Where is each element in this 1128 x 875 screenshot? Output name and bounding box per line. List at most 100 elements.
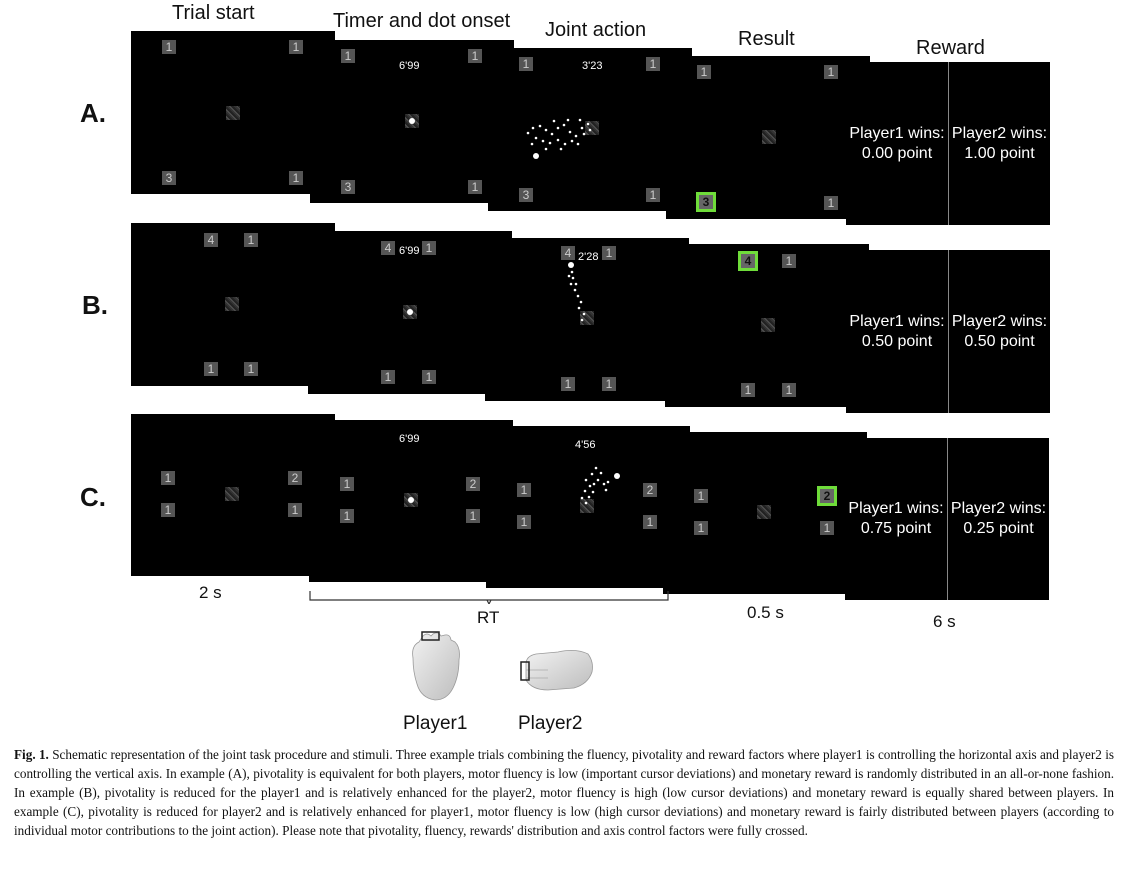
target-bottom-right: 1 xyxy=(289,171,303,185)
cursor-dot xyxy=(407,309,413,315)
screen-c-timer-onset: 1 2 1 1 6'99 xyxy=(309,420,513,582)
reward-player1-points: 0.00 point xyxy=(861,144,933,162)
reward-player1: Player1 wins: 0.50 point xyxy=(846,250,948,413)
player2-hand-icon xyxy=(520,650,593,691)
reward-player2-points: 0.50 point xyxy=(964,332,1035,350)
target-bottom-left: 3 xyxy=(341,180,355,194)
reward-player2-label: Player2 wins: xyxy=(950,500,1047,517)
timing-reward: 6 s xyxy=(933,612,956,631)
target-bottom-right: 1 xyxy=(288,503,302,517)
target-top-right: 2 xyxy=(643,483,657,497)
target-top-right: 1 xyxy=(646,57,660,71)
timer-readout: 6'99 xyxy=(399,245,420,257)
screen-a-trial-start: 1 1 3 1 xyxy=(131,31,335,194)
screen-b-result: 4 1 1 1 xyxy=(665,244,869,407)
reward-player1-label: Player1 wins: xyxy=(848,500,944,517)
target-bottom-left: 1 xyxy=(517,515,531,529)
target-top-left: 1 xyxy=(697,65,711,79)
cursor-dot xyxy=(568,262,574,268)
target-bottom-left: 1 xyxy=(340,509,354,523)
target-bottom-right: 1 xyxy=(468,180,482,194)
target-top-right: 1 xyxy=(782,254,796,268)
column-title-joint-action: Joint action xyxy=(545,19,647,41)
figure-caption-text: Schematic representation of the joint ta… xyxy=(14,747,1114,838)
target-top-left: 1 xyxy=(517,483,531,497)
reward-panel-b: Player1 wins: 0.50 point Player2 wins: 0… xyxy=(846,250,1050,413)
target-top-left: 4 xyxy=(381,241,395,255)
screen-b-joint-action: 4 1 1 1 2'28 xyxy=(485,238,689,401)
target-top-left: 1 xyxy=(340,477,354,491)
target-bottom-left: 3 xyxy=(519,188,533,202)
timer-readout: 2'28 xyxy=(578,251,599,263)
player2-label: Player2 xyxy=(518,713,583,734)
player1-label: Player1 xyxy=(403,713,468,734)
reward-player2: Player2 wins: 0.25 point xyxy=(948,438,1049,600)
target-bottom-left: 1 xyxy=(561,377,575,391)
reward-player1-label: Player1 wins: xyxy=(849,312,945,330)
rt-brace xyxy=(309,591,669,604)
column-title-timer-onset: Timer and dot onset xyxy=(333,10,511,32)
target-bottom-right: 1 xyxy=(643,515,657,529)
timer-readout: 4'56 xyxy=(575,439,596,451)
cursor-dot xyxy=(614,473,620,479)
target-bottom-right: 1 xyxy=(602,377,616,391)
reward-divider xyxy=(948,250,949,413)
target-top-left: 4 xyxy=(561,246,575,260)
target-bottom-right: 1 xyxy=(244,362,258,376)
target-bottom-left: 3 xyxy=(162,171,176,185)
target-top-right: 2 xyxy=(288,471,302,485)
reward-player1: Player1 wins: 0.00 point xyxy=(846,62,948,225)
cursor-dot xyxy=(408,497,414,503)
cursor-trajectory xyxy=(567,262,586,322)
cursor-dot xyxy=(533,153,539,159)
reward-player1-points: 0.75 point xyxy=(860,520,932,537)
cursor-trajectory xyxy=(526,118,592,159)
timer-readout: 6'99 xyxy=(399,60,420,72)
reward-player1-label: Player1 wins: xyxy=(849,124,945,142)
column-title-trial-start: Trial start xyxy=(172,2,255,24)
screen-b-trial-start: 4 1 1 1 xyxy=(131,223,335,386)
target-top-right-selected: 2 xyxy=(817,486,837,506)
target-top-left: 1 xyxy=(694,489,708,503)
reward-player2: Player2 wins: 0.50 point xyxy=(949,250,1050,413)
target-top-right: 1 xyxy=(468,49,482,63)
reward-divider xyxy=(948,62,949,225)
timing-result: 0.5 s xyxy=(747,603,784,622)
row-label-c: C. xyxy=(80,482,106,512)
screen-b-timer-onset: 4 1 1 1 6'99 xyxy=(308,231,512,394)
target-top-left: 1 xyxy=(519,57,533,71)
target-top-left-selected: 4 xyxy=(738,251,758,271)
reward-panel-c: Player1 wins: 0.75 point Player2 wins: 0… xyxy=(845,438,1049,600)
target-bottom-left: 1 xyxy=(381,370,395,384)
start-noise-patch xyxy=(225,487,239,501)
player1-hand-icon xyxy=(412,631,460,701)
start-noise-patch xyxy=(225,297,239,311)
target-top-right: 1 xyxy=(244,233,258,247)
figure-caption-label: Fig. 1. xyxy=(14,747,49,762)
target-top-left: 4 xyxy=(204,233,218,247)
target-top-right: 1 xyxy=(602,246,616,260)
start-noise-patch xyxy=(226,106,240,120)
target-bottom-left: 1 xyxy=(741,383,755,397)
row-label-a: A. xyxy=(80,98,106,128)
screen-c-result: 1 2 1 1 xyxy=(663,432,867,594)
start-noise-patch xyxy=(762,130,776,144)
target-bottom-right: 1 xyxy=(820,521,834,535)
column-title-result: Result xyxy=(738,28,795,50)
reward-player1: Player1 wins: 0.75 point xyxy=(845,438,947,600)
target-bottom-left-selected: 3 xyxy=(696,192,716,212)
target-top-right: 1 xyxy=(824,65,838,79)
target-bottom-left: 1 xyxy=(161,503,175,517)
figure-caption: Fig. 1. Schematic representation of the … xyxy=(14,745,1114,840)
start-noise-patch xyxy=(761,318,775,332)
target-bottom-right: 1 xyxy=(466,509,480,523)
reward-panel-a: Player1 wins: 0.00 point Player2 wins: 1… xyxy=(846,62,1050,225)
reward-player1-points: 0.50 point xyxy=(861,332,933,350)
column-title-reward: Reward xyxy=(916,37,985,59)
timing-trial-start: 2 s xyxy=(199,583,222,602)
timing-rt: RT xyxy=(477,608,500,627)
target-top-right: 1 xyxy=(289,40,303,54)
target-top-left: 1 xyxy=(161,471,175,485)
reward-player2-label: Player2 wins: xyxy=(951,312,1048,330)
target-bottom-right: 1 xyxy=(782,383,796,397)
